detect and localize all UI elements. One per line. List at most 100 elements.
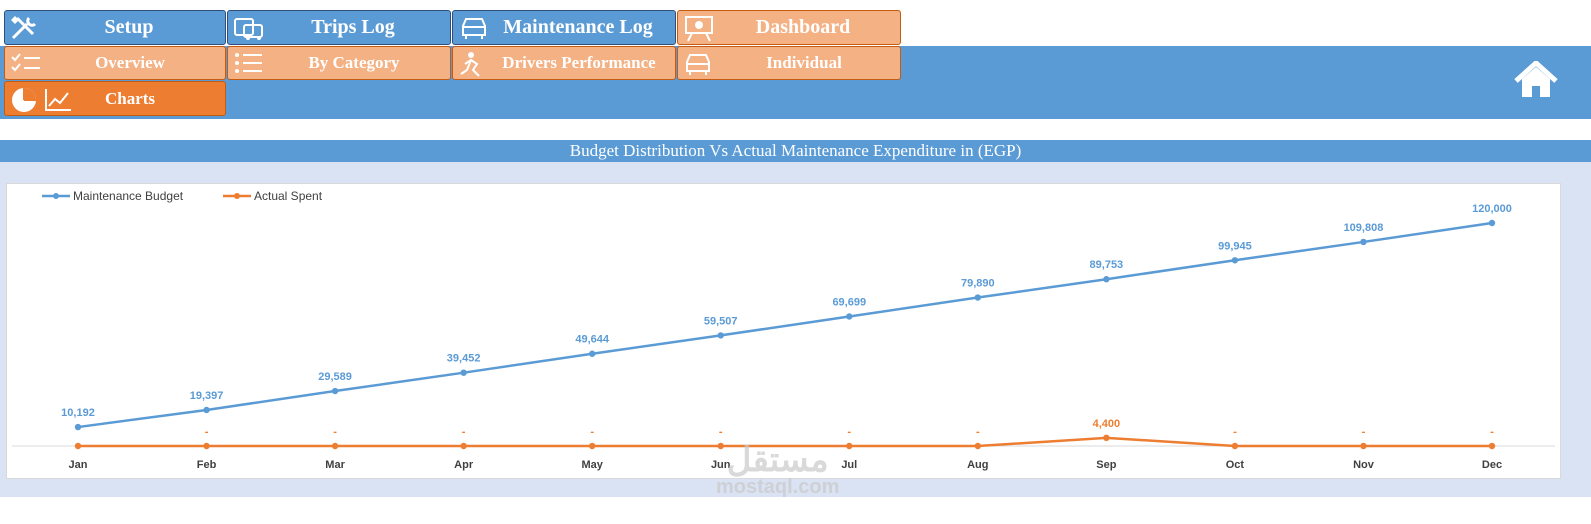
legend-actual-marker (223, 193, 251, 199)
data-point-0 (846, 313, 853, 320)
tools-icon (11, 16, 37, 40)
by-category-label: By Category (308, 53, 400, 72)
legend-budget-marker (42, 193, 70, 199)
maintenance-log-button[interactable]: Maintenance Log (452, 10, 676, 45)
presentation-board-icon (685, 16, 713, 42)
data-label-0: 49,644 (575, 334, 610, 346)
x-tick-label: Aug (967, 459, 988, 471)
data-point-1 (74, 442, 82, 450)
watermark: مستقل mostaql.com (716, 441, 840, 498)
data-point-0 (1231, 257, 1239, 264)
data-label-0: 29,589 (318, 371, 352, 383)
x-tick-label: Mar (325, 459, 345, 471)
data-point-0 (203, 406, 210, 414)
charts-label: Charts (104, 88, 156, 108)
watermark-latin: mostaql.com (716, 476, 840, 498)
legend-budget: Maintenance Budget (42, 189, 183, 203)
data-point-0 (1360, 238, 1367, 246)
trips-log-label: Trips Log (311, 16, 395, 38)
x-tick-label: Jan (69, 459, 88, 471)
data-point-1 (460, 442, 467, 450)
data-point-1 (1488, 442, 1496, 450)
data-point-1 (1360, 442, 1367, 450)
data-label-0: 99,945 (1218, 240, 1252, 252)
setup-button[interactable]: Setup (4, 10, 226, 45)
dashboard-label: Dashboard (755, 16, 851, 38)
x-tick-label: Sep (1096, 459, 1116, 471)
data-label-0: 109,808 (1344, 222, 1384, 234)
overview-label: Overview (95, 53, 165, 72)
data-label-1: 4,400 (1093, 418, 1121, 430)
data-label-1: - (462, 426, 466, 438)
data-label-1: - (719, 426, 723, 438)
by-category-button[interactable]: By Category (227, 46, 451, 80)
drivers-performance-button[interactable]: Drivers Performance (452, 46, 676, 80)
data-label-0: 120,000 (1472, 203, 1512, 215)
data-label-0: 19,397 (190, 390, 224, 402)
data-label-0: 79,890 (961, 278, 995, 290)
x-tick-label: Feb (197, 459, 217, 471)
data-point-1 (203, 442, 210, 450)
home-icon[interactable] (1514, 61, 1558, 99)
dashboard-button[interactable]: Dashboard (677, 10, 901, 45)
data-label-1: - (1362, 426, 1366, 438)
series-line-1 (78, 436, 1492, 448)
individual-button[interactable]: Individual (677, 46, 901, 80)
overview-button[interactable]: Overview (4, 46, 226, 80)
driver-icon (460, 52, 480, 77)
legend-actual: Actual Spent (223, 189, 322, 203)
x-tick-label: Jun (711, 459, 731, 471)
data-point-0 (1103, 276, 1110, 283)
data-label-0: 39,452 (447, 353, 481, 365)
data-label-0: 69,699 (832, 296, 866, 308)
data-label-0: 10,192 (61, 407, 95, 419)
chart-title: Budget Distribution Vs Actual Maintenanc… (0, 140, 1591, 162)
data-point-0 (460, 369, 467, 376)
data-label-1: - (1490, 426, 1494, 438)
individual-label: Individual (766, 53, 842, 72)
data-point-0 (74, 423, 82, 431)
data-label-0: 89,753 (1090, 259, 1124, 271)
data-point-0 (1488, 219, 1496, 227)
bus-icon (234, 18, 263, 40)
x-tick-label: May (581, 459, 603, 471)
watermark-arabic: مستقل (726, 441, 829, 479)
line-chart-icon (45, 89, 71, 111)
data-point-1 (974, 442, 982, 450)
list-icon (235, 53, 262, 73)
x-tick-label: Oct (1226, 459, 1245, 471)
data-point-1 (846, 442, 853, 450)
data-point-1 (1231, 442, 1239, 450)
pie-chart-icon (12, 88, 36, 112)
checklist-icon (11, 53, 40, 72)
series-line-0 (77, 221, 1493, 429)
drivers-performance-label: Drivers Performance (502, 53, 656, 72)
data-label-0: 59,507 (704, 315, 738, 327)
x-tick-label: Dec (1482, 459, 1502, 471)
x-tick-label: Apr (454, 459, 474, 471)
data-point-1 (331, 442, 339, 450)
data-point-0 (331, 387, 339, 395)
data-label-1: - (847, 426, 851, 438)
x-tick-label: Jul (841, 459, 857, 471)
data-label-1: - (590, 426, 594, 438)
plot-area (6, 183, 1561, 479)
data-label-1: - (205, 426, 209, 438)
maintenance-log-label: Maintenance Log (503, 16, 653, 38)
data-label-1: - (333, 426, 337, 438)
data-point-0 (974, 294, 982, 301)
charts-button[interactable]: Charts (4, 81, 226, 116)
trips-log-button[interactable]: Trips Log (227, 10, 451, 45)
data-point-1 (1103, 434, 1110, 442)
data-label-1: - (976, 426, 980, 438)
legend-actual-label: Actual Spent (254, 189, 323, 203)
data-point-1 (588, 442, 596, 450)
data-label-1: - (1233, 426, 1237, 438)
data-point-1 (717, 442, 724, 450)
legend-budget-label: Maintenance Budget (73, 189, 184, 203)
data-point-0 (717, 332, 724, 339)
car-icon (686, 54, 710, 75)
x-tick-label: Nov (1353, 459, 1375, 471)
car-icon (462, 18, 486, 39)
